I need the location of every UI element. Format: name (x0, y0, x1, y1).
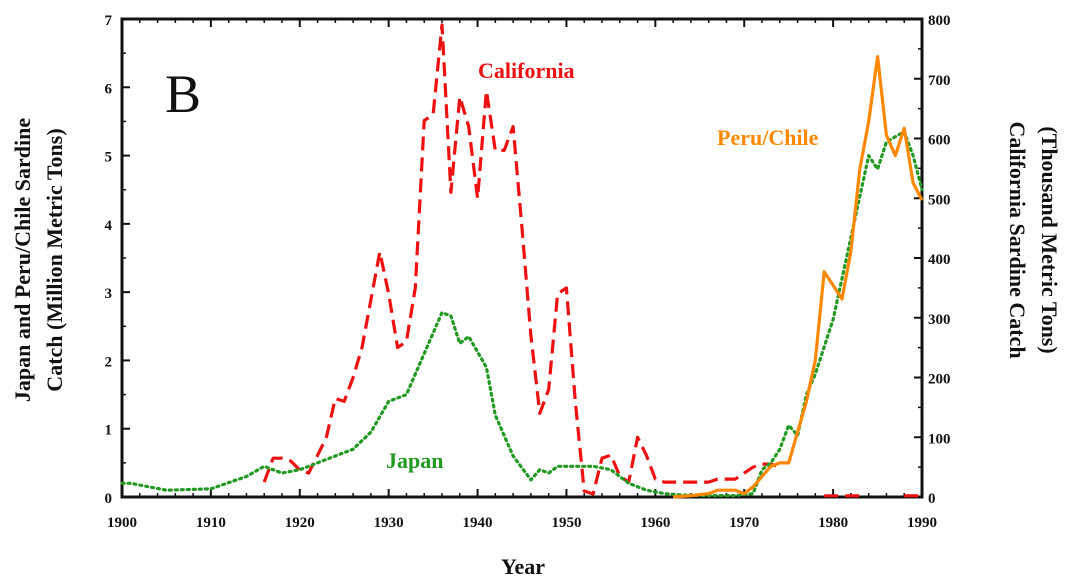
x-tick-label: 1980 (818, 515, 848, 531)
x-tick-label: 1960 (640, 515, 670, 531)
right-y-tick-label: 400 (928, 252, 951, 268)
japan-series-line (120, 130, 924, 498)
right-y-tick-label: 300 (928, 312, 951, 328)
right-axis-title: California Sardine Catch (Thousand Metri… (1005, 121, 1062, 358)
x-tick-label: 1930 (374, 515, 404, 531)
x-tick-label: 1910 (196, 515, 226, 531)
right-y-tick-label: 100 (928, 431, 951, 447)
left-y-tick-label: 2 (105, 354, 113, 370)
right-y-tick-label: 0 (928, 491, 936, 507)
left-y-tick-label: 1 (105, 423, 113, 439)
series-layer (120, 23, 924, 499)
plot-frame (120, 17, 924, 499)
panel-label: B (165, 64, 201, 124)
right-y-tick-label: 500 (928, 192, 951, 208)
left-y-tick-label: 5 (105, 150, 113, 166)
left-axis-title: Japan and Peru/Chile Sardine Catch (Mill… (10, 118, 67, 402)
x-axis-title: Year (501, 554, 545, 579)
right-y-tick-label: 800 (928, 13, 951, 29)
california-series-line (262, 23, 781, 496)
left-y-tick-label: 4 (105, 218, 113, 234)
x-tick-label: 1970 (729, 515, 759, 531)
left-y-tick-label: 7 (105, 13, 113, 29)
left-y-tick-label: 3 (105, 286, 113, 302)
x-tick-label: 1940 (463, 515, 493, 531)
right-y-tick-label: 600 (928, 133, 951, 149)
x-tick-label: 1900 (107, 515, 137, 531)
axes: 1900 1910 1920 1930 1940 1950 1960 1970 1980 1990… (105, 13, 951, 531)
right-axis-title-line-1: California Sardine Catch (1005, 121, 1030, 358)
x-tick-label: 1990 (907, 515, 937, 531)
right-y-tick-label: 200 (928, 372, 951, 388)
left-axis-title-line-2: Catch (Million Metric Tons) (42, 128, 67, 391)
peru-chile-series-line (672, 55, 924, 499)
x-tick-label: 1950 (551, 515, 581, 531)
left-y-tick-label: 0 (105, 491, 113, 507)
peru-chile-series-label: Peru/Chile (717, 125, 819, 150)
right-axis-title-line-2: (Thousand Metric Tons) (1037, 126, 1062, 353)
california-series-label: California (478, 58, 575, 83)
right-y-tick-label: 700 (928, 73, 951, 89)
japan-series-label: Japan (386, 448, 443, 473)
left-axis-title-line-1: Japan and Peru/Chile Sardine (10, 118, 35, 402)
left-y-tick-label: 6 (105, 81, 113, 97)
x-tick-label: 1920 (285, 515, 315, 531)
